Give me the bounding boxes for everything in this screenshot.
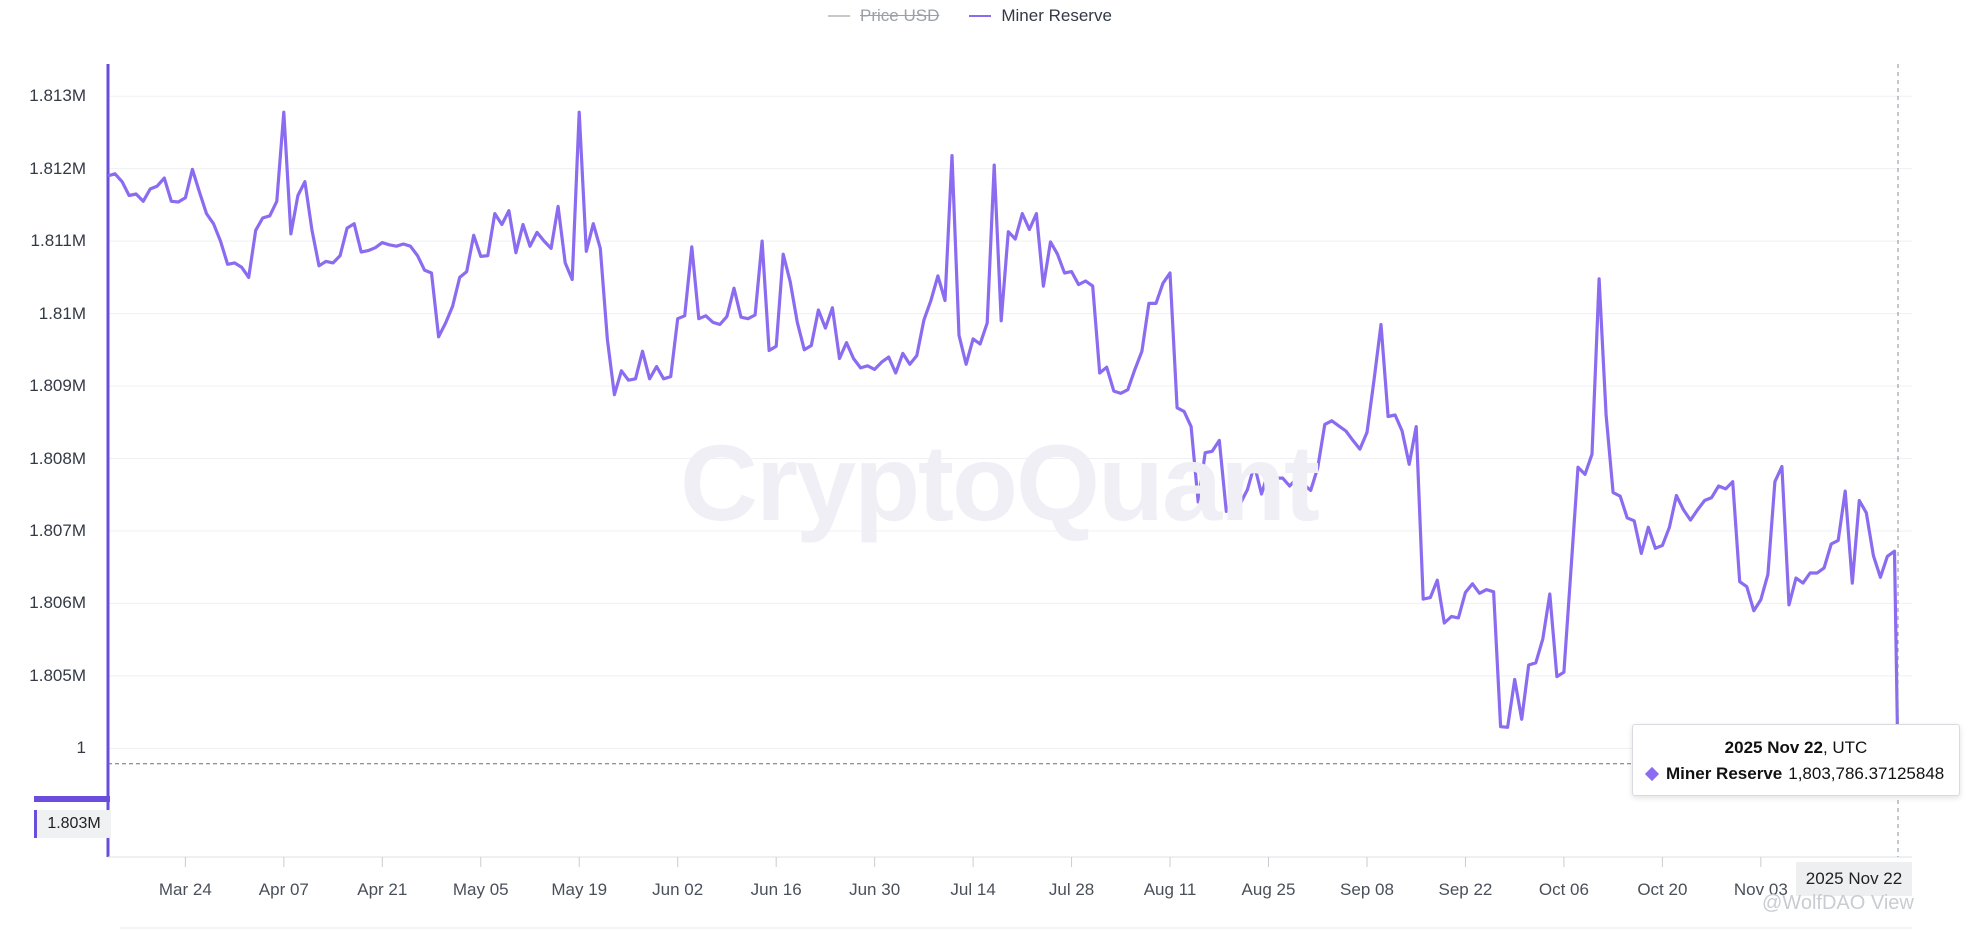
x-tick-label: Jul 28 <box>1048 880 1095 899</box>
x-tick-label: Jun 30 <box>849 880 901 899</box>
y-tick-label: 1 <box>76 738 86 758</box>
x-tick-label: Jul 14 <box>950 880 996 899</box>
y-tick-label: 1.811M <box>30 231 86 251</box>
legend-label-price-usd: Price USD <box>860 6 940 25</box>
tooltip-date: 2025 Nov 22, UTC <box>1633 738 1959 758</box>
legend-label-miner-reserve: Miner Reserve <box>1001 6 1112 25</box>
x-tick-label: Sep 08 <box>1340 880 1394 899</box>
tooltip-series-name: Miner Reserve <box>1666 764 1783 783</box>
x-tick-label: May 19 <box>551 880 608 899</box>
y-tick-label: 1.807M <box>29 520 86 540</box>
x-tick-label: Jun 02 <box>652 880 704 899</box>
x-tick-label: Sep 22 <box>1438 880 1493 899</box>
y-tick-label: 1.81M <box>38 303 86 323</box>
x-axis-cursor-label: 2025 Nov 22 <box>1796 862 1912 896</box>
legend-item-price-usd[interactable]: Price USD <box>828 6 939 26</box>
tooltip-series-value: 1,803,786.37125848 <box>1788 764 1945 783</box>
y-tick-label: 1.805M <box>29 665 86 685</box>
y-axis-cursor-label: 1.803M <box>34 810 111 838</box>
diamond-icon <box>1644 766 1660 782</box>
y-axis-cursor-marker <box>34 796 110 802</box>
legend-item-miner-reserve[interactable]: Miner Reserve <box>969 6 1112 26</box>
x-tick-label: Apr 21 <box>357 880 408 899</box>
x-tick-label: Jun 16 <box>750 880 802 899</box>
x-tick-label: Apr 07 <box>258 880 309 899</box>
legend-swatch-miner-reserve <box>969 15 992 17</box>
tooltip-timezone: , UTC <box>1822 738 1868 757</box>
y-tick-label: 1.813M <box>29 86 86 106</box>
x-tick-label: May 05 <box>452 880 509 899</box>
tooltip-date-value: 2025 Nov 22 <box>1724 738 1823 757</box>
attribution-watermark: @WolfDAO View <box>1762 892 1914 914</box>
x-tick-label: Oct 20 <box>1637 880 1688 899</box>
x-tick-label: Oct 06 <box>1538 880 1589 899</box>
chart-legend: Price USD Miner Reserve <box>828 6 1112 26</box>
x-tick-label: Aug 25 <box>1241 880 1296 899</box>
y-tick-label: 1.809M <box>29 376 86 396</box>
y-tick-label: 1.806M <box>29 593 86 613</box>
data-tooltip: 2025 Nov 22, UTC Miner Reserve 1,803,786… <box>1632 724 1960 796</box>
x-tick-label: Mar 24 <box>158 880 212 899</box>
legend-swatch-price-usd <box>828 15 850 17</box>
tooltip-series-row: Miner Reserve 1,803,786.37125848 <box>1644 764 1959 784</box>
x-tick-label: Aug 11 <box>1143 880 1197 899</box>
y-tick-label: 1.812M <box>29 158 86 178</box>
y-tick-label: 1.808M <box>29 448 86 468</box>
x-tick-label: Nov 03 <box>1733 880 1788 899</box>
series-line-miner-reserve <box>107 110 1900 764</box>
